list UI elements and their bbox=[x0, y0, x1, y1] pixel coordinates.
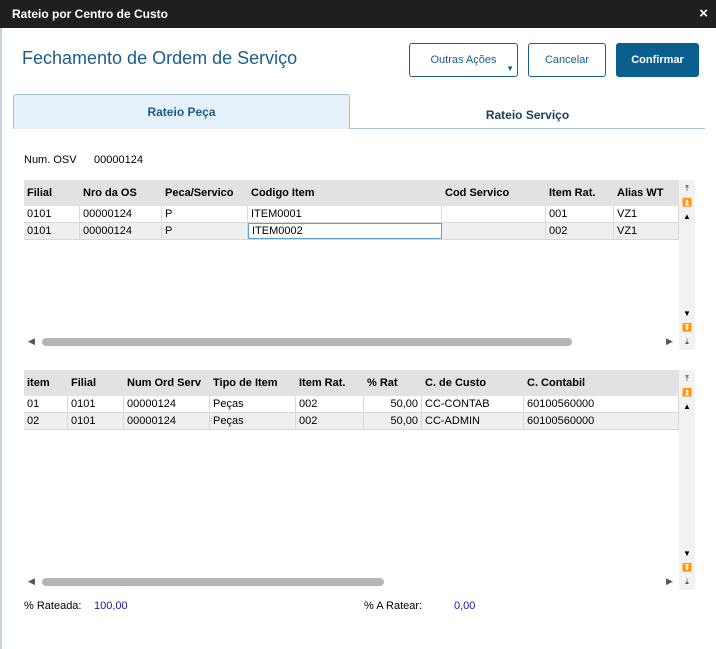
scroll-left-icon[interactable]: ◀ bbox=[28, 336, 35, 346]
table-row[interactable]: 0101 00000124 P ITEM0002 002 VZ1 bbox=[24, 223, 679, 240]
cell[interactable]: 50,00 bbox=[364, 396, 422, 412]
a-ratear-value: 0,00 bbox=[454, 600, 476, 612]
rateada-summary: % Rateada: 100,00 bbox=[24, 600, 128, 612]
dialog-body: Fechamento de Ordem de Serviço Outras Aç… bbox=[2, 28, 716, 649]
horizontal-scrollbar[interactable]: ◀ ▶ bbox=[24, 576, 679, 588]
column-header[interactable]: Filial bbox=[27, 187, 53, 199]
scroll-page-up-icon[interactable]: ⏫ bbox=[682, 198, 692, 207]
tab-rateio-peca[interactable]: Rateio Peça bbox=[13, 94, 350, 129]
more-actions-label: Outras Ações bbox=[430, 54, 497, 66]
column-header[interactable]: Item Rat. bbox=[549, 187, 596, 199]
cell[interactable] bbox=[442, 206, 546, 222]
cell[interactable]: 01 bbox=[24, 396, 68, 412]
cell[interactable]: 0101 bbox=[68, 413, 124, 429]
scroll-up-icon[interactable]: ▲ bbox=[683, 402, 691, 411]
cell[interactable]: VZ1 bbox=[614, 223, 679, 239]
table-row[interactable]: 0101 00000124 P ITEM0001 001 VZ1 bbox=[24, 206, 679, 223]
cell[interactable]: 60100560000 bbox=[524, 396, 679, 412]
cell[interactable]: 50,00 bbox=[364, 413, 422, 429]
grid-header: Filial Nro da OS Peca/Servico Codigo Ite… bbox=[24, 180, 679, 206]
column-header[interactable]: Num Ord Serv bbox=[127, 377, 201, 389]
column-header[interactable]: Item Rat. bbox=[299, 377, 346, 389]
rateada-value: 100,00 bbox=[94, 600, 128, 612]
scroll-right-icon[interactable]: ▶ bbox=[666, 576, 673, 586]
osv-field: Num. OSV 00000124 bbox=[24, 154, 143, 166]
scroll-down-icon[interactable]: ▼ bbox=[683, 549, 691, 558]
osv-label: Num. OSV bbox=[24, 154, 77, 166]
window-titlebar: Rateio por Centro de Custo × bbox=[0, 0, 716, 28]
column-header[interactable]: C. de Custo bbox=[425, 377, 487, 389]
column-header[interactable]: Codigo Item bbox=[251, 187, 315, 199]
vertical-scrollbar[interactable]: ⤒ ⏫ ▲ ▼ ⏬ ⤓ bbox=[679, 370, 695, 590]
cell[interactable]: 002 bbox=[296, 413, 364, 429]
cell[interactable]: 00000124 bbox=[80, 206, 162, 222]
column-header[interactable]: C. Contabil bbox=[527, 377, 586, 389]
cell[interactable]: 02 bbox=[24, 413, 68, 429]
tab-bar: Rateio Peça Rateio Serviço bbox=[13, 94, 705, 129]
more-actions-button[interactable]: Outras Ações ▼ bbox=[409, 43, 518, 77]
cell[interactable]: 00000124 bbox=[124, 396, 210, 412]
selected-cell[interactable]: ITEM0002 bbox=[248, 223, 442, 239]
scrollbar-thumb[interactable] bbox=[42, 578, 384, 586]
grid-rateio-centro-custo: item Filial Num Ord Serv Tipo de Item It… bbox=[24, 370, 679, 580]
cell[interactable]: 0101 bbox=[68, 396, 124, 412]
chevron-down-icon: ▼ bbox=[506, 64, 514, 73]
cell[interactable]: 002 bbox=[296, 396, 364, 412]
a-ratear-label: % A Ratear: bbox=[364, 600, 423, 612]
osv-value: 00000124 bbox=[94, 154, 143, 166]
cell[interactable]: CC-CONTAB bbox=[422, 396, 524, 412]
cell[interactable] bbox=[442, 223, 546, 239]
scroll-left-icon[interactable]: ◀ bbox=[28, 576, 35, 586]
scroll-page-down-icon[interactable]: ⏬ bbox=[682, 563, 692, 572]
scroll-up-icon[interactable]: ▲ bbox=[683, 212, 691, 221]
scroll-down-icon[interactable]: ▼ bbox=[683, 309, 691, 318]
confirm-button[interactable]: Confirmar bbox=[616, 43, 699, 77]
scroll-page-up-icon[interactable]: ⏫ bbox=[682, 388, 692, 397]
a-ratear-summary: % A Ratear: 0,00 bbox=[364, 600, 475, 612]
cancel-button[interactable]: Cancelar bbox=[528, 43, 606, 77]
rateada-label: % Rateada: bbox=[24, 600, 82, 612]
column-header[interactable]: item bbox=[27, 377, 50, 389]
cell[interactable]: 00000124 bbox=[80, 223, 162, 239]
scroll-top-icon[interactable]: ⤒ bbox=[685, 183, 689, 193]
column-header[interactable]: % Rat bbox=[367, 377, 398, 389]
grid-header: item Filial Num Ord Serv Tipo de Item It… bbox=[24, 370, 679, 396]
cell[interactable]: 00000124 bbox=[124, 413, 210, 429]
column-header[interactable]: Tipo de Item bbox=[213, 377, 278, 389]
table-row[interactable]: 02 0101 00000124 Peças 002 50,00 CC-ADMI… bbox=[24, 413, 679, 430]
close-icon[interactable]: × bbox=[699, 5, 708, 22]
scrollbar-thumb[interactable] bbox=[42, 338, 572, 346]
cell[interactable]: Peças bbox=[210, 413, 296, 429]
tab-rateio-servico[interactable]: Rateio Serviço bbox=[485, 107, 570, 122]
cell[interactable]: P bbox=[162, 223, 248, 239]
cell[interactable]: 0101 bbox=[24, 223, 80, 239]
scroll-page-down-icon[interactable]: ⏬ bbox=[682, 323, 692, 332]
vertical-scrollbar[interactable]: ⤒ ⏫ ▲ ▼ ⏬ ⤓ bbox=[679, 180, 695, 350]
cell[interactable]: Peças bbox=[210, 396, 296, 412]
left-edge bbox=[0, 28, 2, 649]
scroll-bottom-icon[interactable]: ⤓ bbox=[685, 576, 689, 586]
cell[interactable]: CC-ADMIN bbox=[422, 413, 524, 429]
column-header[interactable]: Filial bbox=[71, 377, 97, 389]
scroll-bottom-icon[interactable]: ⤓ bbox=[685, 336, 689, 346]
table-row[interactable]: 01 0101 00000124 Peças 002 50,00 CC-CONT… bbox=[24, 396, 679, 413]
scroll-right-icon[interactable]: ▶ bbox=[666, 336, 673, 346]
cell[interactable]: VZ1 bbox=[614, 206, 679, 222]
grid-rateio-peca: Filial Nro da OS Peca/Servico Codigo Ite… bbox=[24, 180, 679, 324]
column-header[interactable]: Nro da OS bbox=[83, 187, 137, 199]
column-header[interactable]: Peca/Servico bbox=[165, 187, 234, 199]
horizontal-scrollbar[interactable]: ◀ ▶ bbox=[24, 336, 679, 348]
cell[interactable]: P bbox=[162, 206, 248, 222]
page-title: Fechamento de Ordem de Serviço bbox=[22, 48, 298, 68]
column-header[interactable]: Alias WT bbox=[617, 187, 664, 199]
column-header[interactable]: Cod Servico bbox=[445, 187, 510, 199]
cell[interactable]: 001 bbox=[546, 206, 614, 222]
window-title: Rateio por Centro de Custo bbox=[12, 7, 169, 21]
cell[interactable]: 002 bbox=[546, 223, 614, 239]
cell[interactable]: ITEM0001 bbox=[248, 206, 442, 222]
cell[interactable]: 60100560000 bbox=[524, 413, 679, 429]
cell[interactable]: 0101 bbox=[24, 206, 80, 222]
scroll-top-icon[interactable]: ⤒ bbox=[685, 373, 689, 383]
